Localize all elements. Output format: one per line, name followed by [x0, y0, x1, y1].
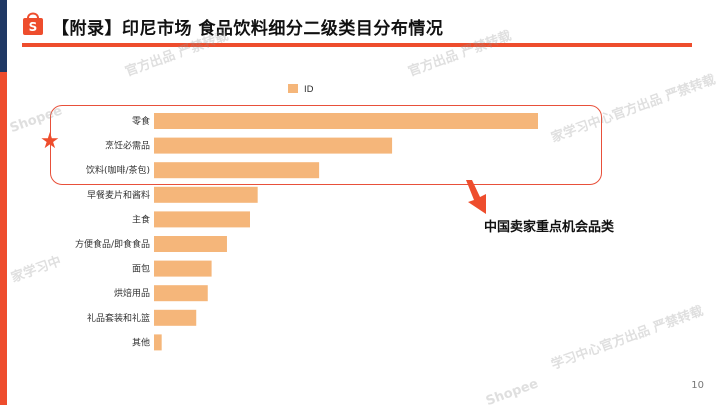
svg-text:S: S [29, 20, 38, 34]
category-label: 主食 [132, 213, 150, 225]
bar-7 [154, 285, 208, 302]
bar-9 [154, 334, 162, 351]
bar-0 [154, 113, 538, 129]
category-label: 早餐麦片和酱料 [87, 189, 150, 201]
bar-1 [154, 137, 393, 154]
category-label: 方便食品/即食食品 [75, 238, 150, 250]
legend-swatch [288, 84, 298, 93]
category-label: 烹饪必需品 [105, 140, 150, 152]
title-underline [22, 43, 692, 47]
bar-5 [154, 236, 227, 252]
category-label: 礼品套装和礼篮 [87, 312, 150, 324]
bar-4 [154, 211, 250, 228]
page-number: 10 [691, 380, 704, 391]
callout-label: 中国卖家重点机会品类 [484, 220, 615, 235]
category-label: 烘焙用品 [114, 287, 150, 299]
star-icon: ★ [40, 129, 60, 154]
bar-8 [154, 309, 197, 326]
shopee-bag-icon: S [23, 12, 43, 35]
left-accent-bar-navy [0, 0, 7, 72]
bar-2 [154, 162, 320, 179]
slide-title: 【附录】印尼市场 食品饮料细分二级类目分布情况 [52, 19, 444, 39]
category-label: 饮料(咖啡/茶包) [86, 164, 150, 176]
arrow-down-right-icon [466, 180, 486, 214]
legend-label: ID [304, 85, 314, 95]
highlight-box [50, 105, 602, 185]
left-accent-bar-orange [0, 72, 7, 405]
bar-3 [154, 186, 258, 203]
category-label: 其他 [132, 336, 150, 348]
category-label: 零食 [132, 115, 150, 127]
bar-6 [154, 260, 212, 277]
category-label: 面包 [132, 263, 150, 275]
